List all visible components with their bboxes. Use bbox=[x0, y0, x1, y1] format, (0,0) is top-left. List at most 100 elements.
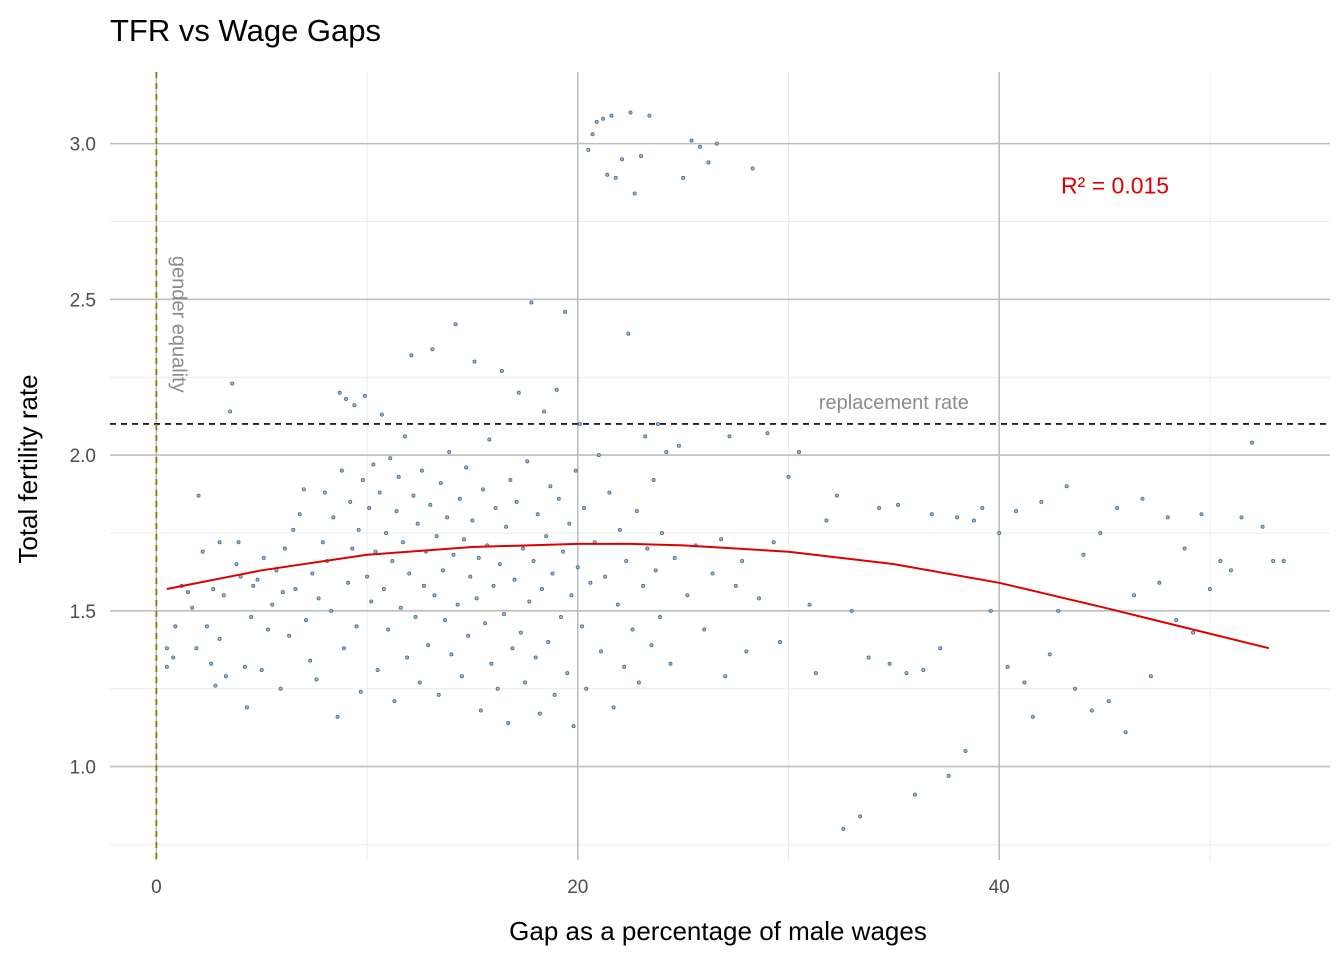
data-point bbox=[415, 521, 420, 526]
gender-equality-label: gender equality bbox=[167, 256, 189, 393]
data-point bbox=[301, 487, 306, 492]
data-point bbox=[346, 580, 351, 585]
data-point bbox=[440, 568, 445, 573]
data-point bbox=[571, 724, 576, 729]
data-point bbox=[624, 558, 629, 563]
data-point bbox=[388, 456, 393, 461]
data-point bbox=[476, 555, 481, 560]
data-point bbox=[596, 453, 601, 458]
data-point bbox=[641, 583, 646, 588]
data-point bbox=[173, 624, 178, 629]
data-point bbox=[337, 390, 342, 395]
data-point bbox=[1064, 484, 1069, 489]
data-point bbox=[1182, 546, 1187, 551]
chart-title: TFR vs Wage Gaps bbox=[110, 13, 381, 48]
data-point bbox=[613, 175, 618, 180]
data-point bbox=[461, 537, 466, 542]
fit-line-group bbox=[166, 542, 1270, 650]
data-point bbox=[1271, 558, 1276, 563]
data-point bbox=[518, 630, 523, 635]
data-point bbox=[474, 596, 479, 601]
data-point bbox=[211, 587, 216, 592]
data-point bbox=[320, 540, 325, 545]
data-point bbox=[1039, 499, 1044, 504]
data-point bbox=[354, 624, 359, 629]
data-point bbox=[200, 549, 205, 554]
data-point bbox=[261, 555, 266, 560]
data-point bbox=[807, 602, 812, 607]
data-point bbox=[1123, 730, 1128, 735]
data-point bbox=[335, 714, 340, 719]
data-point bbox=[432, 593, 437, 598]
data-point bbox=[638, 154, 643, 159]
data-point bbox=[539, 587, 544, 592]
data-point bbox=[331, 515, 336, 520]
data-point bbox=[322, 490, 327, 495]
data-point bbox=[213, 683, 218, 688]
data-point bbox=[706, 160, 711, 165]
data-point bbox=[877, 506, 882, 511]
data-point bbox=[520, 546, 525, 551]
data-point bbox=[565, 671, 570, 676]
data-point bbox=[449, 652, 454, 657]
data-point bbox=[249, 615, 254, 620]
data-point bbox=[542, 409, 547, 414]
data-point bbox=[813, 671, 818, 676]
data-point bbox=[293, 587, 298, 592]
data-point bbox=[1089, 708, 1094, 713]
data-point bbox=[506, 720, 511, 725]
data-point bbox=[369, 599, 374, 604]
data-point bbox=[938, 646, 943, 651]
data-point bbox=[634, 509, 639, 514]
data-point bbox=[681, 175, 686, 180]
data-point bbox=[217, 540, 222, 545]
data-point bbox=[436, 692, 441, 697]
data-point bbox=[912, 792, 917, 797]
data-point bbox=[1022, 680, 1027, 685]
data-point bbox=[1014, 509, 1019, 514]
data-point bbox=[620, 157, 625, 162]
data-point bbox=[164, 646, 169, 651]
data-point bbox=[1005, 664, 1010, 669]
data-point bbox=[567, 521, 572, 526]
data-point bbox=[266, 627, 271, 632]
data-point bbox=[242, 664, 247, 669]
data-point bbox=[727, 434, 732, 439]
data-point bbox=[702, 627, 707, 632]
data-point bbox=[601, 116, 606, 121]
data-point bbox=[287, 633, 292, 638]
data-point bbox=[586, 147, 591, 152]
data-point bbox=[723, 674, 728, 679]
data-point bbox=[510, 646, 515, 651]
data-point bbox=[668, 661, 673, 666]
data-point bbox=[628, 110, 633, 115]
data-point bbox=[236, 540, 241, 545]
data-point bbox=[657, 615, 662, 620]
y-tick-label: 1.5 bbox=[70, 602, 96, 623]
data-point bbox=[841, 826, 846, 831]
data-point bbox=[643, 434, 648, 439]
data-point bbox=[483, 621, 488, 626]
data-point bbox=[527, 599, 532, 604]
data-point bbox=[411, 493, 416, 498]
data-point bbox=[472, 359, 477, 364]
data-point bbox=[630, 627, 635, 632]
data-point bbox=[259, 668, 264, 673]
data-point bbox=[607, 490, 612, 495]
data-point bbox=[426, 643, 431, 648]
data-point bbox=[282, 546, 287, 551]
data-point bbox=[497, 562, 502, 567]
data-point bbox=[719, 537, 724, 542]
data-point bbox=[185, 590, 190, 595]
data-point bbox=[371, 462, 376, 467]
y-tick-label: 3.0 bbox=[70, 135, 96, 156]
y-tick-label: 2.5 bbox=[70, 290, 96, 311]
data-point bbox=[396, 474, 401, 479]
data-point bbox=[824, 518, 829, 523]
data-point bbox=[971, 518, 976, 523]
data-point bbox=[744, 649, 749, 654]
data-point bbox=[561, 549, 566, 554]
data-point bbox=[316, 596, 321, 601]
data-point bbox=[209, 661, 214, 666]
